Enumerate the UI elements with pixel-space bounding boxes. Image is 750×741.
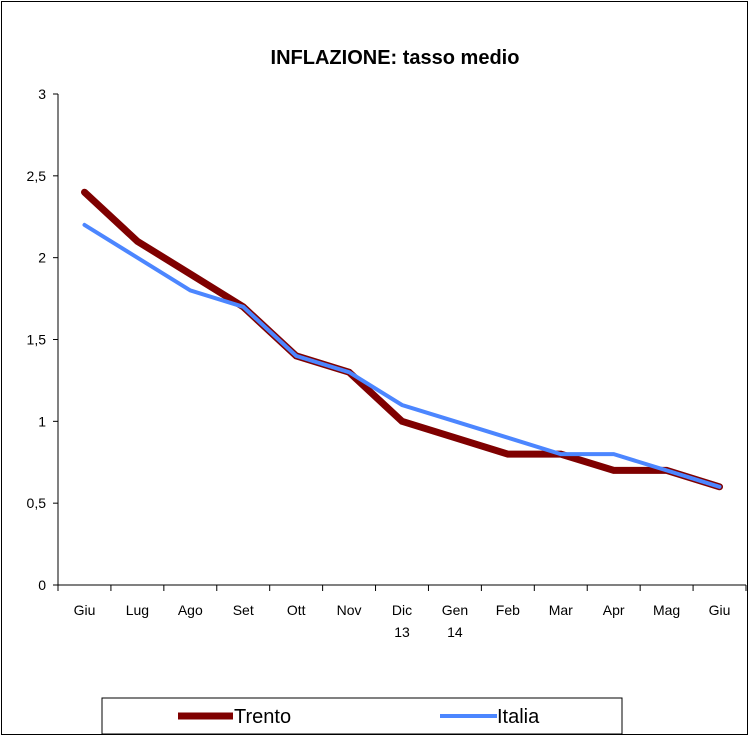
- x-tick-label: Giu: [709, 602, 731, 618]
- x-tick-label-line2: 13: [394, 624, 410, 640]
- x-tick-label: Gen: [442, 602, 468, 618]
- series-lines: [81, 188, 723, 491]
- x-tick-label-line2: 14: [447, 624, 463, 640]
- x-tick-label: Feb: [496, 602, 520, 618]
- x-tick-label: Ago: [178, 602, 203, 618]
- legend-label-trento: Trento: [234, 706, 291, 728]
- legend: Trento Italia: [101, 697, 623, 735]
- x-tick-label: Mar: [549, 602, 573, 618]
- x-tick-label: Mag: [653, 602, 680, 618]
- series-line-italia: [82, 222, 722, 489]
- x-axis: Giu Lug Ago Set Ott Nov Dic 13 Gen 14 Feb Mar Apr Mag…: [57, 584, 747, 640]
- y-tick-label: 1: [38, 413, 46, 429]
- y-tick-label: 1,5: [27, 332, 47, 348]
- legend-label-italia: Italia: [497, 706, 540, 728]
- y-tick-label: 3: [38, 86, 46, 102]
- x-tick-label: Lug: [126, 602, 149, 618]
- y-tick-label: 0,5: [27, 495, 47, 511]
- y-tick-label: 2,5: [27, 168, 47, 184]
- series-line-trento: [81, 188, 723, 491]
- x-tick-label: Ott: [287, 602, 306, 618]
- chart-title: INFLAZIONE: tasso medio: [271, 47, 520, 69]
- x-tick-label: Apr: [603, 602, 625, 618]
- x-tick-label: Dic: [392, 602, 412, 618]
- x-tick-label: Nov: [337, 602, 362, 618]
- y-tick-label: 2: [38, 250, 46, 266]
- x-tick-label: Set: [233, 602, 254, 618]
- x-tick-label: Giu: [74, 602, 96, 618]
- y-axis: 0 0,5 1 1,5 2 2,5 3: [27, 86, 59, 593]
- y-tick-label: 0: [38, 577, 46, 593]
